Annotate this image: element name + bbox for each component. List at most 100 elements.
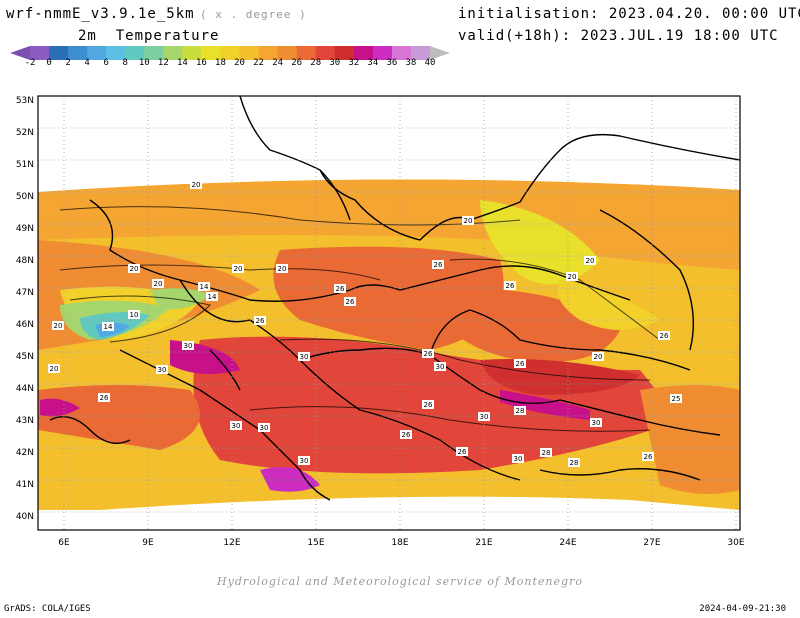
longitude-labels: 6E 9E 12E 15E 18E 21E 24E 27E 30E — [58, 538, 745, 548]
colorbar-swatch — [239, 46, 260, 60]
colorbar-swatch — [353, 46, 374, 60]
svg-text:26: 26 — [434, 261, 443, 269]
colorbar-tick-label: 10 — [138, 58, 150, 68]
contour-label: 26 — [334, 284, 346, 293]
colorbar-swatch — [49, 46, 69, 60]
lon-tick-label: 15E — [307, 538, 324, 548]
contour-label: 26 — [344, 297, 356, 306]
svg-text:30: 30 — [436, 363, 445, 371]
colorbar-tick-label: 38 — [405, 58, 417, 68]
lon-tick-label: 27E — [643, 538, 660, 548]
lat-tick-label: 41N — [16, 480, 34, 490]
colorbar-swatch — [334, 46, 355, 60]
unit-label: ( x . degree ) — [200, 8, 307, 21]
contour-label: 20 — [190, 180, 202, 189]
temperature-field — [38, 179, 740, 510]
svg-text:30: 30 — [158, 366, 167, 374]
colorbar-tick-label: 20 — [234, 58, 245, 68]
contour-label: 28 — [540, 448, 552, 457]
colorbar-tick-label: 4 — [84, 58, 90, 68]
colorbar-tick-label: 36 — [386, 58, 398, 68]
svg-text:26: 26 — [644, 453, 653, 461]
lon-tick-label: 12E — [223, 538, 240, 548]
contour-label: 30 — [434, 362, 446, 371]
svg-text:20: 20 — [594, 353, 603, 361]
contour-label: 20 — [276, 264, 288, 273]
colorbar-tick-label: 18 — [215, 58, 226, 68]
colorbar-tick-label: 28 — [310, 58, 322, 68]
svg-text:30: 30 — [260, 424, 269, 432]
svg-text:30: 30 — [184, 342, 193, 350]
svg-text:14: 14 — [208, 293, 217, 301]
model-title: wrf-nmmE_v3.9.1e_5km — [6, 6, 195, 22]
contour-label: 25 — [670, 394, 682, 403]
lon-tick-label: 24E — [559, 538, 576, 548]
svg-text:20: 20 — [50, 365, 59, 373]
contour-label: 30 — [512, 454, 524, 463]
colorbar-tick-label: 16 — [196, 58, 207, 68]
contour-label: 20 — [52, 321, 64, 330]
colorbar-tick-label: 8 — [122, 58, 128, 68]
lat-tick-label: 49N — [16, 224, 34, 234]
colorbar-tick-label: 0 — [46, 58, 52, 68]
colorbar-tick-label: -2 — [24, 58, 36, 68]
colorbar-swatch — [315, 46, 336, 60]
colorbar-tick-label: 2 — [65, 58, 71, 68]
colorbar-swatch — [182, 46, 202, 60]
contour-label: 26 — [658, 331, 670, 340]
lat-tick-label: 50N — [16, 192, 34, 202]
contour-label: 20 — [592, 352, 604, 361]
colorbar-swatch — [372, 46, 393, 60]
lon-tick-label: 30E — [727, 538, 744, 548]
contour-label: 20 — [152, 279, 164, 288]
colorbar-swatch — [296, 46, 317, 60]
colorbar-swatch — [30, 46, 50, 60]
svg-text:20: 20 — [278, 265, 287, 273]
colorbar-tick-label: 12 — [157, 58, 169, 68]
lat-tick-label: 46N — [16, 320, 34, 330]
credit-text: Hydrological and Meteorological service … — [217, 575, 583, 588]
colorbar-low-arrow — [10, 46, 30, 60]
svg-text:30: 30 — [232, 422, 241, 430]
svg-text:26: 26 — [336, 285, 345, 293]
svg-text:14: 14 — [200, 283, 209, 291]
lat-tick-label: 47N — [16, 288, 34, 298]
contour-label: 30 — [298, 352, 310, 361]
svg-text:30: 30 — [300, 353, 309, 361]
colorbar-tick-label: 30 — [329, 58, 341, 68]
colorbar-tick-label: 14 — [176, 58, 188, 68]
contour-label: 26 — [456, 447, 468, 456]
svg-text:26: 26 — [660, 332, 669, 340]
map-panel: 20 20 20 20 20 20 20 20 14 14 10 14 26 26 26 26 26 26 26 30… — [0, 90, 800, 550]
contour-label: 30 — [230, 421, 242, 430]
contour-label: 26 — [422, 349, 434, 358]
contour-label: 30 — [156, 365, 168, 374]
svg-text:20: 20 — [54, 322, 63, 330]
variable-label: 2m Temperature — [78, 28, 220, 44]
colorbar-swatch — [391, 46, 412, 60]
contour-label: 26 — [422, 400, 434, 409]
contour-label: 10 — [128, 310, 140, 319]
colorbar-tick-label: 24 — [272, 58, 284, 68]
lon-tick-label: 21E — [475, 538, 492, 548]
colorbar-swatch — [277, 46, 298, 60]
contour-label: 30 — [590, 418, 602, 427]
valid-time: valid(+18h): 2023.JUL.19 18:00 UTC — [458, 28, 779, 44]
lat-tick-label: 44N — [16, 384, 34, 394]
svg-text:30: 30 — [514, 455, 523, 463]
lat-tick-label: 51N — [16, 160, 34, 170]
svg-text:28: 28 — [542, 449, 551, 457]
contour-label: 26 — [432, 260, 444, 269]
contour-label: 20 — [566, 272, 578, 281]
svg-text:26: 26 — [506, 282, 515, 290]
svg-text:26: 26 — [256, 317, 265, 325]
colorbar-tick-label: 22 — [253, 58, 264, 68]
colorbar-swatch — [68, 46, 88, 60]
contour-label: 20 — [584, 256, 596, 265]
contour-lines — [59, 206, 661, 432]
svg-text:20: 20 — [464, 217, 473, 225]
lat-tick-label: 53N — [16, 96, 34, 106]
contour-label: 28 — [568, 458, 580, 467]
lon-tick-label: 9E — [142, 538, 154, 548]
